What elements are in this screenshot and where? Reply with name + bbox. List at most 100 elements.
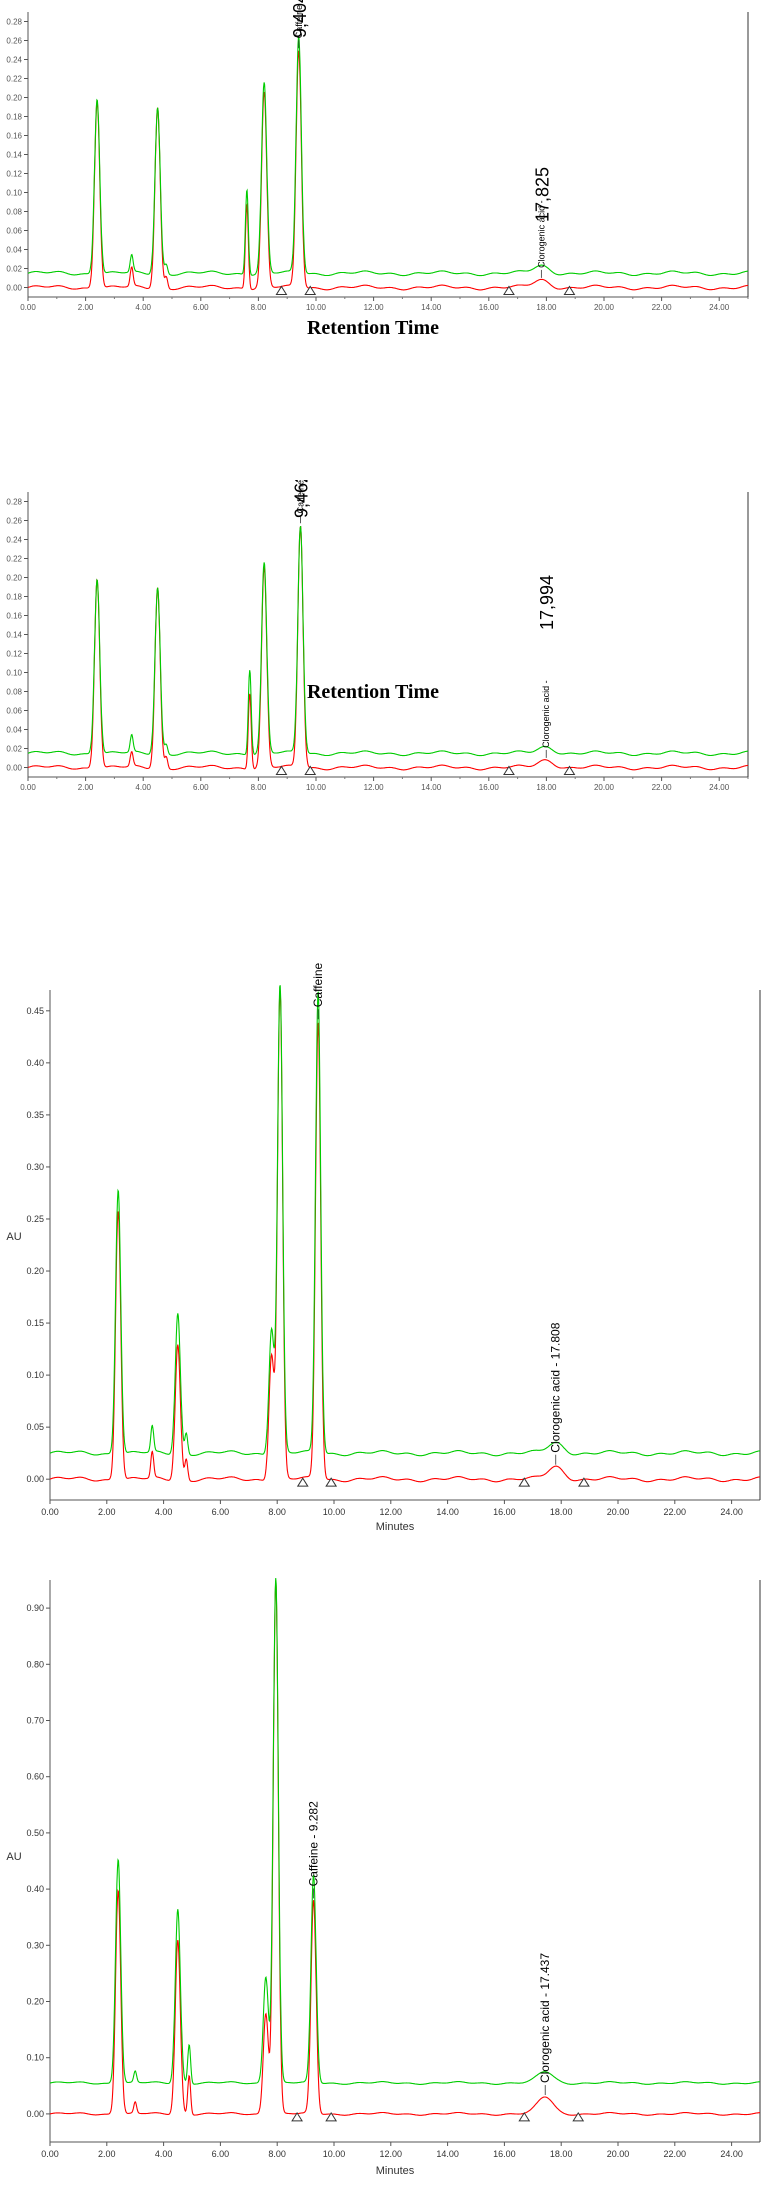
baseline-marker <box>275 285 288 295</box>
x-tick-label: 6.00 <box>193 783 209 792</box>
x-tick-label: 24.00 <box>720 2149 743 2159</box>
baseline-marker <box>304 285 317 295</box>
chromatogram-3: 0.00 2.00 4.00 6.00 8.00 10.00 12.00 14.00 16.00… <box>6 960 761 1533</box>
x-tick-label: 22.00 <box>664 2149 687 2159</box>
peak-label: Caffeine - 9.282 <box>307 1801 321 1886</box>
x-tick-label: 4.00 <box>155 2149 173 2159</box>
x-tick-label: 0.00 <box>20 303 36 312</box>
x-tick-label: 18.00 <box>536 303 557 312</box>
y-tick-label: 0.25 <box>26 1214 44 1224</box>
x-tick-label: 2.00 <box>98 2149 116 2159</box>
y-axis-title: AU <box>6 1231 21 1243</box>
x-tick-label: 6.00 <box>193 303 209 312</box>
baseline-marker <box>291 2111 303 2122</box>
y-axis-title: AU <box>6 1851 21 1863</box>
baseline-marker <box>503 765 515 775</box>
baseline-marker <box>563 285 576 295</box>
y-tick-label: 0.10 <box>26 1370 44 1380</box>
x-tick-label: 24.00 <box>709 783 730 792</box>
x-axis-title: Minutes <box>376 2165 415 2177</box>
y-tick-label: 0.26 <box>6 517 22 526</box>
x-tick-label: 18.00 <box>550 1507 573 1517</box>
x-tick-label: 20.00 <box>594 303 615 312</box>
y-tick-label: 0.08 <box>6 688 22 697</box>
y-tick-label: 0.80 <box>26 1659 44 1669</box>
peak-label: Caffeine - 9.441 <box>311 960 325 1007</box>
y-tick-label: 0.18 <box>6 113 22 122</box>
baseline-marker <box>325 2111 338 2122</box>
x-tick-label: 20.00 <box>607 1507 630 1517</box>
y-tick-label: 0.10 <box>6 189 22 198</box>
y-tick-label: 0.15 <box>26 1318 44 1328</box>
x-tick-label: 2.00 <box>78 783 94 792</box>
green-trace <box>27 525 749 757</box>
peak-label: Clorogenic acid - 17.437 <box>538 1953 552 2083</box>
x-tick-label: 12.00 <box>380 2149 403 2159</box>
y-tick-label: 0.10 <box>26 2053 44 2063</box>
baseline-marker <box>325 1477 338 1487</box>
y-tick-label: 0.14 <box>6 151 22 160</box>
baseline-marker <box>518 1477 531 1487</box>
x-tick-label: 22.00 <box>652 303 673 312</box>
y-tick-label: 0.28 <box>6 18 22 27</box>
y-tick-label: 0.10 <box>6 669 22 678</box>
x-tick-label: 20.00 <box>594 783 615 792</box>
baseline-marker <box>296 1477 309 1487</box>
chromatogram-1: 0.00 2.00 4.00 6.00 8.00 10.00 12.00 14.00 16.00… <box>6 0 749 339</box>
x-tick-label: 24.00 <box>709 303 730 312</box>
x-tick-label: 22.00 <box>664 1507 687 1517</box>
x-tick-label: 10.00 <box>323 1507 346 1517</box>
y-tick-label: 0.02 <box>6 745 22 754</box>
x-tick-label: 12.00 <box>364 303 385 312</box>
peak-label: Caffeine <box>294 5 304 38</box>
y-tick-label: 0.35 <box>26 1110 44 1120</box>
y-tick-label: 0.05 <box>26 1422 44 1432</box>
x-tick-label: 18.00 <box>536 783 557 792</box>
x-tick-label: 8.00 <box>268 2149 286 2159</box>
y-tick-label: 0.20 <box>6 574 22 583</box>
x-tick-label: 18.00 <box>550 2149 573 2159</box>
chromatogram-2: 0.00 2.00 4.00 6.00 8.00 10.00 12.00 14.00 16.00… <box>6 480 749 792</box>
green-trace <box>49 985 760 1457</box>
retention-time-label: 17,825 <box>532 167 552 222</box>
x-tick-label: 24.00 <box>720 1507 743 1517</box>
x-tick-label: 14.00 <box>436 2149 459 2159</box>
x-tick-label: 8.00 <box>251 783 267 792</box>
y-tick-label: 0.00 <box>6 764 22 773</box>
red-trace <box>49 1580 760 2116</box>
y-tick-label: 0.28 <box>6 498 22 507</box>
x-tick-label: 16.00 <box>479 783 500 792</box>
x-tick-label: 12.00 <box>364 783 385 792</box>
y-tick-label: 0.12 <box>6 170 22 179</box>
baseline-marker <box>275 765 288 775</box>
x-tick-label: 16.00 <box>493 2149 516 2159</box>
y-tick-label: 0.04 <box>6 246 22 255</box>
x-tick-label: 22.00 <box>652 783 673 792</box>
y-tick-label: 0.20 <box>26 1266 44 1276</box>
y-tick-label: 0.12 <box>6 650 22 659</box>
x-tick-label: 0.00 <box>41 1507 59 1517</box>
y-tick-label: 0.30 <box>26 1940 44 1950</box>
y-tick-label: 0.16 <box>6 132 22 141</box>
y-tick-label: 0.00 <box>26 2109 44 2119</box>
x-axis-title: Retention Time <box>307 681 439 703</box>
baseline-marker <box>578 1477 590 1487</box>
y-tick-label: 0.26 <box>6 37 22 46</box>
baseline-marker <box>518 2111 531 2122</box>
y-tick-label: 0.02 <box>6 265 22 274</box>
x-tick-label: 4.00 <box>135 783 151 792</box>
y-tick-label: 0.40 <box>26 1884 44 1894</box>
y-tick-label: 0.08 <box>6 208 22 217</box>
y-tick-label: 0.90 <box>26 1603 44 1613</box>
x-tick-label: 4.00 <box>135 303 151 312</box>
x-tick-label: 10.00 <box>323 2149 346 2159</box>
y-tick-label: 0.45 <box>26 1006 44 1016</box>
x-tick-label: 6.00 <box>212 2149 230 2159</box>
x-tick-label: 14.00 <box>421 783 442 792</box>
retention-time-label: 9,404 <box>290 0 310 38</box>
x-tick-label: 2.00 <box>78 303 94 312</box>
red-trace <box>27 50 748 291</box>
chromatogram-4: 0.00 2.00 4.00 6.00 8.00 10.00 12.00 14.00 16.00… <box>6 1578 761 2177</box>
retention-time-label: 17,994 <box>537 575 557 630</box>
y-tick-label: 0.50 <box>26 1828 44 1838</box>
